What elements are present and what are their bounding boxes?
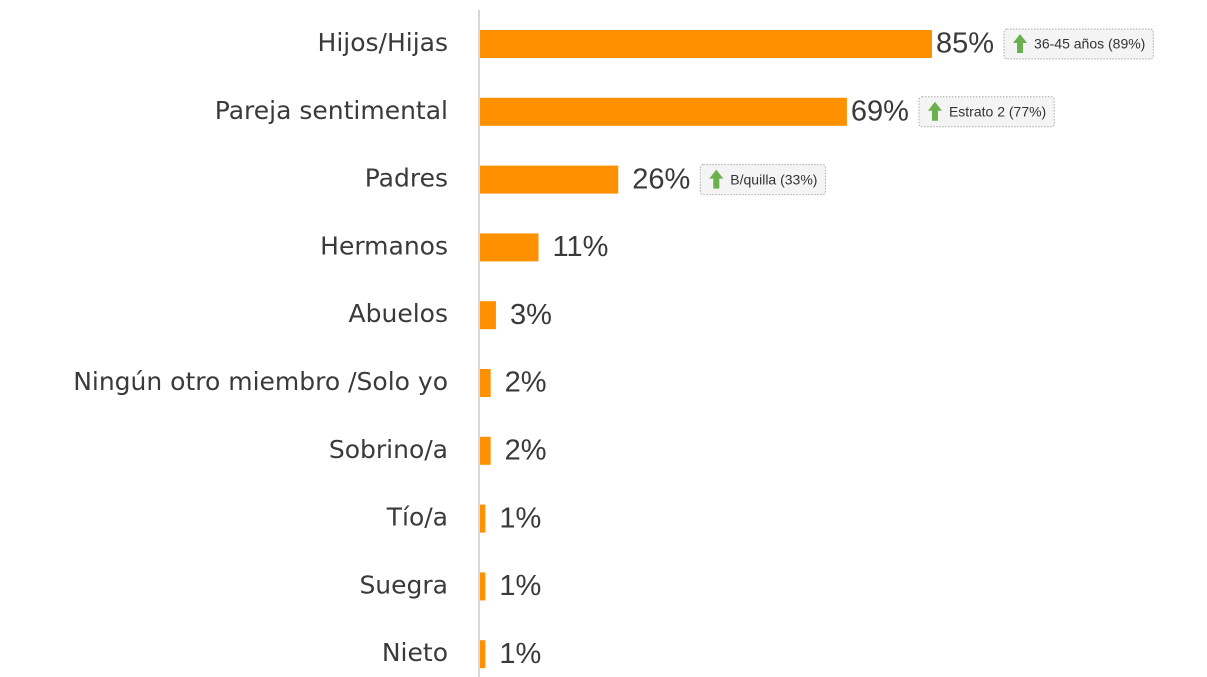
annotation-box — [699, 164, 826, 196]
bar — [480, 97, 847, 126]
value-label: 1% — [499, 570, 541, 602]
category-label: Tío/a — [386, 503, 448, 532]
annotation-box — [1003, 28, 1154, 60]
up-arrow — [1013, 34, 1028, 53]
category-label: Suegra — [359, 570, 448, 599]
annotation: Estrato 2 (77%) — [918, 96, 1055, 128]
bar — [480, 30, 932, 58]
value-label: 1% — [499, 638, 541, 670]
value-label: 2% — [505, 434, 547, 466]
annotation-box — [918, 96, 1055, 128]
bar — [480, 301, 496, 330]
bar — [480, 369, 491, 397]
category-label: Hijos/Hijas — [318, 28, 448, 57]
value-label: 26% — [632, 163, 690, 195]
annotation: B/quilla (33%) — [699, 164, 826, 196]
value-label: 2% — [505, 367, 547, 399]
bar — [480, 504, 486, 533]
category-label: Ningún otro miembro /Solo yo — [73, 367, 448, 396]
category-label: Abuelos — [349, 299, 448, 328]
annotation-text: 36-45 años (89%) — [1034, 36, 1145, 52]
bar — [480, 640, 486, 669]
bar — [480, 572, 486, 601]
up-arrow — [927, 101, 942, 121]
value-label: 1% — [499, 502, 541, 534]
category-label: Nieto — [382, 638, 448, 667]
category-label: Sobrino/a — [329, 435, 448, 464]
value-label: 69% — [851, 95, 909, 127]
category-label: Hermanos — [320, 231, 448, 260]
annotation-text: B/quilla (33%) — [730, 171, 817, 187]
up-arrow — [709, 169, 724, 189]
value-label: 85% — [936, 28, 994, 60]
bar — [480, 233, 539, 262]
bar — [480, 436, 491, 465]
bar — [480, 165, 619, 194]
annotation-text: Estrato 2 (77%) — [949, 104, 1046, 120]
value-label: 3% — [510, 299, 552, 331]
annotation: 36-45 años (89%) — [1003, 28, 1154, 60]
category-label: Padres — [365, 164, 448, 193]
value-label: 11% — [552, 231, 608, 263]
category-label: Pareja sentimental — [215, 96, 448, 125]
